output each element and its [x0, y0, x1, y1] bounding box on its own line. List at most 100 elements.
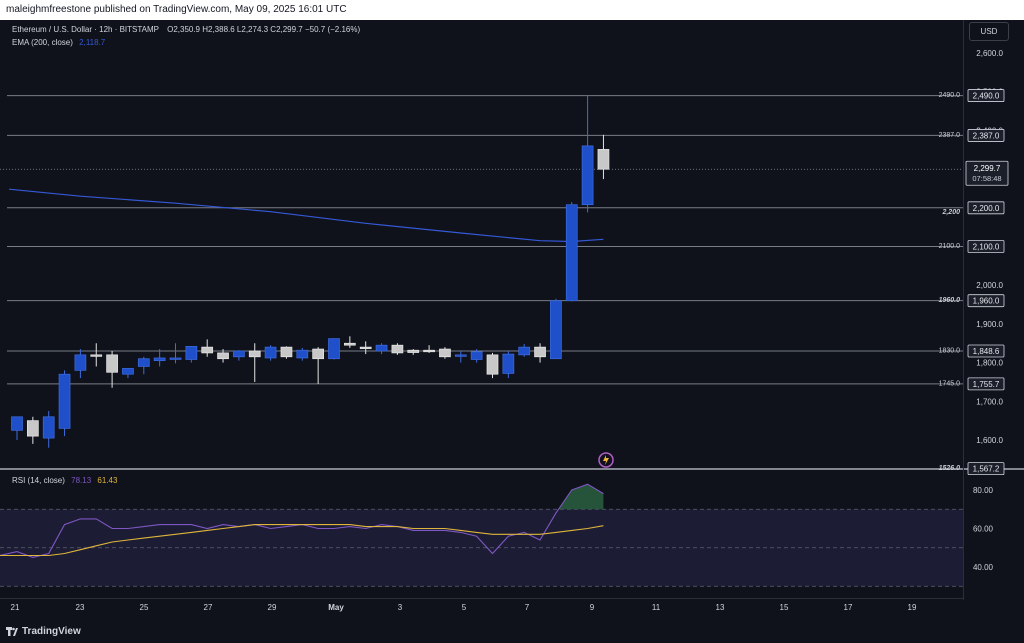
candle-body	[597, 149, 610, 170]
time-axis-tick: 9	[590, 603, 595, 612]
candle-body	[169, 357, 182, 360]
price-axis-tick: 1,800.0	[976, 359, 1003, 368]
countdown-text: 07:58:48	[972, 174, 1001, 183]
time-axis-tick: 5	[462, 603, 467, 612]
chart-area[interactable]: 2,600.02,500.02,400.02,300.02,200.02,100…	[0, 20, 1024, 620]
level-price-tag-text: 2,490.0	[973, 92, 1000, 101]
candle-body	[375, 344, 388, 352]
level-price-tag-text: 1,848.6	[973, 347, 1000, 356]
rsi-label: RSI (14, close)	[12, 476, 65, 485]
currency-button[interactable]: USD	[969, 22, 1009, 41]
candle	[217, 349, 229, 363]
candle	[280, 346, 293, 359]
candle	[185, 345, 198, 363]
candle	[169, 343, 182, 364]
candle	[233, 350, 245, 361]
rsi-axis-tick: 80.00	[973, 486, 994, 495]
candle-body	[312, 348, 324, 360]
candle	[470, 349, 483, 363]
price-axis-tick: 1,700.0	[976, 397, 1003, 406]
level-price-tag	[967, 377, 1005, 391]
level-label: 2,200	[941, 209, 960, 216]
brand-text: TradingView	[22, 626, 81, 637]
candle	[11, 416, 23, 440]
candle	[137, 356, 150, 375]
level-label: 2387.0	[939, 132, 961, 139]
candle	[375, 343, 388, 355]
candle	[550, 298, 562, 360]
ohlc-values: O2,350.9 H2,388.6 L2,274.3 C2,299.7 −50.…	[167, 25, 361, 34]
symbol-legend: Ethereum / U.S. Dollar · 12h · BITSTAMP …	[12, 25, 360, 34]
current-price-tag	[965, 160, 1009, 186]
candle-body	[534, 346, 546, 358]
candle	[391, 343, 404, 355]
candle-body	[391, 344, 404, 354]
candle	[122, 368, 134, 379]
candle-body	[106, 354, 118, 373]
rsi-axis-tick: 40.00	[973, 563, 994, 572]
event-icon-bolt	[603, 455, 609, 465]
level-label: 2100.0	[939, 243, 961, 250]
rsi-ma-value: 61.43	[97, 476, 118, 485]
candle	[597, 134, 610, 180]
candle	[454, 350, 467, 363]
candle	[27, 416, 39, 444]
candle-body	[11, 416, 23, 431]
time-axis-tick: 3	[398, 603, 403, 612]
publisher-text: maleighmfreestone published on TradingVi…	[6, 4, 347, 15]
time-axis-tick: 15	[780, 603, 789, 612]
candle-body	[502, 353, 515, 374]
level-price-tag	[967, 129, 1005, 142]
price-chart-svg[interactable]: 2,600.02,500.02,400.02,300.02,200.02,100…	[0, 20, 1024, 620]
candle-body	[27, 420, 39, 437]
candle-body	[407, 349, 420, 353]
level-price-tag-text: 1,755.7	[973, 380, 1000, 389]
candle	[359, 341, 372, 355]
rsi-value: 78.13	[71, 476, 92, 485]
candle	[58, 370, 71, 437]
ema-200-line	[9, 188, 604, 243]
candle-body	[423, 349, 435, 353]
level-label: 2490.0	[939, 92, 961, 99]
candle-body	[486, 354, 499, 375]
level-price-tag-text: 2,200.0	[973, 204, 1000, 213]
candle-body	[217, 352, 229, 360]
level-price-tag-text: 1,567.2	[973, 465, 1000, 474]
candle-body	[185, 345, 198, 360]
candle-body	[328, 338, 340, 360]
candle	[248, 343, 261, 382]
level-label: 1830.0	[939, 347, 961, 354]
level-label: 1745.0	[939, 380, 961, 387]
candle-body	[264, 346, 277, 359]
candle	[486, 352, 499, 379]
candle-body	[454, 354, 467, 357]
candle	[565, 201, 578, 302]
ema-label: EMA (200, close)	[12, 38, 73, 47]
candle-body	[233, 350, 245, 358]
candle-body	[581, 145, 594, 206]
time-axis-tick: 29	[268, 603, 277, 612]
ema-value: 2,118.7	[79, 38, 106, 47]
symbol-label: Ethereum / U.S. Dollar · 12h · BITSTAMP	[12, 25, 159, 34]
candle	[502, 350, 515, 379]
candle-body	[42, 416, 55, 439]
time-axis-tick: 13	[716, 603, 725, 612]
time-axis-tick: 7	[525, 603, 530, 612]
candle-body	[122, 368, 134, 375]
candle-body	[74, 354, 87, 371]
candle	[439, 347, 451, 359]
candle-body	[137, 358, 150, 367]
time-axis-tick: 11	[652, 603, 661, 612]
candle	[423, 345, 435, 353]
level-price-tag	[967, 89, 1005, 102]
level-price-tag	[967, 462, 1005, 476]
candle	[518, 344, 531, 357]
candle	[201, 339, 214, 357]
candle-body	[550, 300, 562, 360]
price-axis-tick: 1,600.0	[976, 436, 1003, 445]
price-axis-tick: 2,600.0	[976, 49, 1003, 58]
candle-body	[201, 346, 214, 354]
time-axis-tick: 19	[908, 603, 917, 612]
rsi-band	[0, 509, 963, 587]
candle-body	[359, 346, 372, 349]
